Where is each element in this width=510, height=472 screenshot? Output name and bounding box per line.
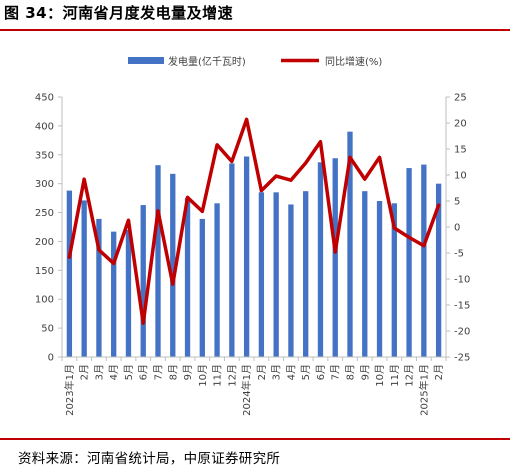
x-tick-label: 4月 xyxy=(108,364,120,380)
growth-line xyxy=(67,117,441,325)
x-tick-label: 8月 xyxy=(167,364,179,380)
x-tick-label: 7月 xyxy=(330,364,342,380)
left-axis: 0 50 100 150 200 250 300 350 400 450 xyxy=(35,93,63,364)
right-tick-label: 0 xyxy=(454,223,460,234)
right-tick-label: 10 xyxy=(454,171,467,182)
bar xyxy=(140,205,146,357)
top-rule xyxy=(0,29,510,31)
right-tick-label: -25 xyxy=(454,353,470,364)
right-tick-label: -20 xyxy=(454,327,470,338)
bar xyxy=(435,183,442,357)
legend-bar-swatch xyxy=(128,57,164,64)
right-axis: -25 -20 -15 -10 -5 0 5 10 15 20 25 xyxy=(445,93,470,364)
x-tick-label: 3月 xyxy=(271,364,283,380)
x-tick-label: 3月 xyxy=(93,364,105,380)
bar xyxy=(170,173,176,357)
x-tick-label: 10月 xyxy=(374,364,386,387)
left-tick-label: 50 xyxy=(41,324,54,335)
x-axis: 2023年1月 2月 3月 4月 5月 6月 7月 8月 9月 10月 11月 12月 2024年1月 2… xyxy=(61,356,447,416)
legend: 发电量(亿千瓦时) 同比增速(%) xyxy=(128,55,382,68)
x-tick-label: 2月 xyxy=(256,364,268,380)
right-tick-label: 25 xyxy=(454,93,467,104)
line-series xyxy=(67,117,441,325)
bar xyxy=(273,192,279,357)
left-tick-label: 0 xyxy=(48,353,54,364)
x-tick-label: 6月 xyxy=(315,364,327,380)
left-tick-label: 300 xyxy=(35,179,54,190)
bar xyxy=(406,168,412,357)
x-tick-label: 2月 xyxy=(79,364,91,380)
bar xyxy=(288,204,294,357)
left-tick-label: 350 xyxy=(35,150,54,161)
bar xyxy=(125,229,132,357)
x-tick-label: 12月 xyxy=(226,364,238,387)
right-tick-label: 15 xyxy=(454,145,467,156)
right-tick-label: -15 xyxy=(454,301,470,312)
bar xyxy=(96,218,102,357)
right-tick-label: 20 xyxy=(454,119,467,130)
bar xyxy=(81,200,87,357)
x-tick-label: 5月 xyxy=(123,364,135,380)
left-tick-label: 400 xyxy=(35,121,54,132)
bar xyxy=(421,164,427,357)
left-tick-label: 150 xyxy=(35,266,54,277)
legend-line-label: 同比增速(%) xyxy=(325,55,382,68)
bar-series xyxy=(66,131,442,357)
x-tick-label: 2025年1月 xyxy=(417,364,430,416)
x-tick-label: 11月 xyxy=(389,364,401,387)
bar xyxy=(184,198,191,357)
bar xyxy=(391,203,397,357)
x-tick-label: 2024年1月 xyxy=(240,364,253,416)
right-tick-label: -10 xyxy=(454,275,470,286)
x-tick-label: 6月 xyxy=(138,364,150,380)
x-tick-label: 11月 xyxy=(212,364,224,387)
bar xyxy=(332,158,338,357)
left-tick-label: 250 xyxy=(35,208,54,219)
x-tick-label: 2023年1月 xyxy=(63,364,76,416)
bar xyxy=(362,191,368,357)
x-tick-label: 8月 xyxy=(345,364,357,380)
bar xyxy=(111,231,117,357)
x-tick-label: 4月 xyxy=(285,364,297,380)
x-tick-label: 9月 xyxy=(182,364,194,380)
bar xyxy=(258,192,265,357)
x-tick-label: 7月 xyxy=(153,364,165,380)
left-tick-label: 450 xyxy=(35,93,54,104)
source-note: 资料来源：河南省统计局，中原证券研究所 xyxy=(18,451,281,467)
chart: 发电量(亿千瓦时) 同比增速(%) 05010015020025030035040… xyxy=(35,55,470,416)
bar xyxy=(214,203,220,357)
figure-title: 图 34：河南省月度发电量及增速 xyxy=(4,4,234,22)
x-tick-label: 2月 xyxy=(433,364,445,380)
bar xyxy=(155,165,161,357)
right-tick-label: 5 xyxy=(454,197,460,208)
bar xyxy=(303,191,309,357)
x-tick-label: 10月 xyxy=(197,364,209,387)
x-tick-label: 5月 xyxy=(300,364,312,380)
legend-bar-label: 发电量(亿千瓦时) xyxy=(168,55,246,68)
bar xyxy=(317,162,324,357)
bar xyxy=(243,156,250,357)
x-tick-label: 12月 xyxy=(404,364,416,387)
x-tick-label: 9月 xyxy=(359,364,371,380)
bar xyxy=(347,131,353,357)
left-tick-label: 200 xyxy=(35,237,54,248)
bottom-rule xyxy=(0,438,510,440)
bar xyxy=(229,163,235,357)
left-tick-label: 100 xyxy=(35,295,54,306)
bar xyxy=(66,190,73,357)
bar xyxy=(199,218,205,357)
right-tick-label: -5 xyxy=(454,249,464,260)
bar xyxy=(376,201,383,357)
